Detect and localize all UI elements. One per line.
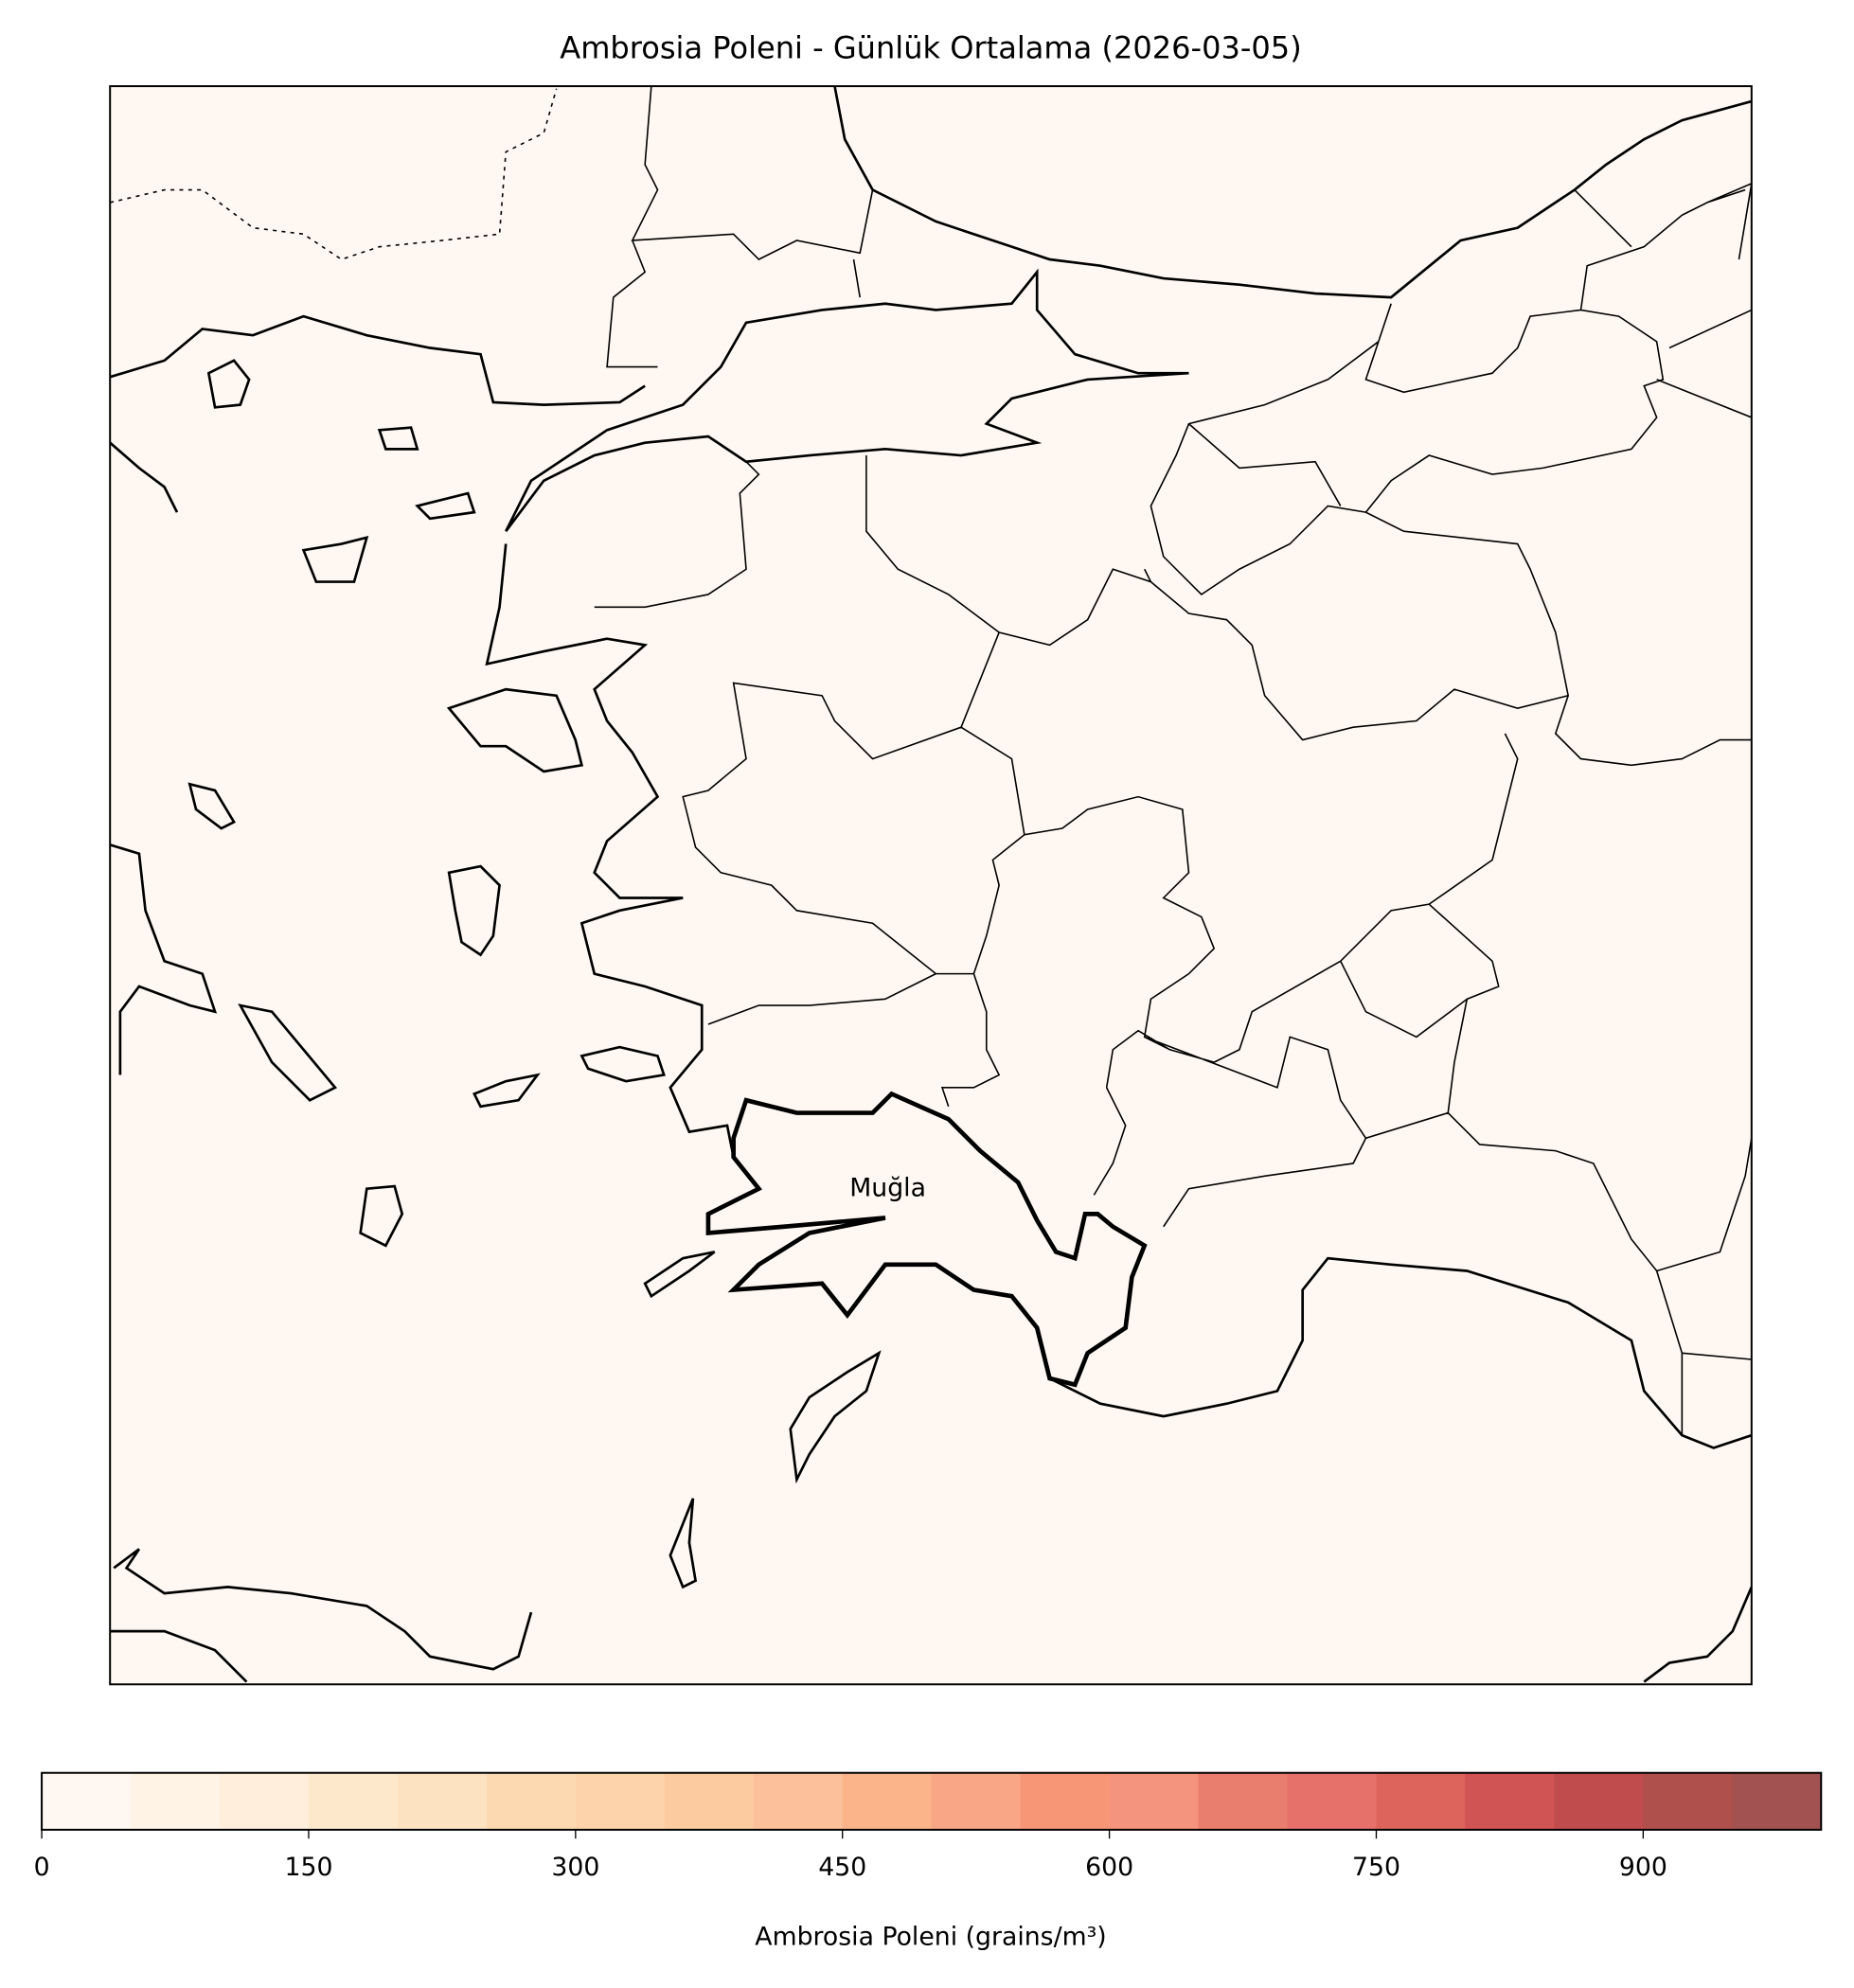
colorbar-bin — [1287, 1772, 1378, 1830]
colorbar-bin — [1109, 1772, 1200, 1830]
island-andros — [238, 1003, 338, 1102]
island-kos — [643, 1251, 716, 1299]
colorbar-bin — [1732, 1772, 1822, 1830]
colorbar-bin — [1643, 1772, 1733, 1830]
coastline-greece-mainland — [110, 843, 218, 1075]
island-naxos — [359, 1184, 404, 1248]
island-crete — [110, 1548, 533, 1683]
colorbar-bin — [397, 1772, 488, 1830]
colorbar-bin — [575, 1772, 666, 1830]
colorbar-bin — [219, 1772, 310, 1830]
map-panel: Muğla — [109, 85, 1753, 1686]
colorbar-bin — [931, 1772, 1022, 1830]
island-imbros — [415, 491, 476, 521]
colorbar-bin — [42, 1772, 132, 1830]
island-rhodes — [789, 1350, 882, 1484]
colorbar-tick-label: 150 — [284, 1853, 332, 1882]
colorbar-tick-label: 300 — [551, 1853, 599, 1882]
colorbar-tick-label: 900 — [1619, 1853, 1667, 1882]
island-samos — [579, 1045, 666, 1083]
colorbar-bin — [131, 1772, 221, 1830]
colorbar-tick-label: 450 — [818, 1853, 866, 1882]
coastline-cyprus — [1643, 1586, 1752, 1683]
colorbar-bin — [1465, 1772, 1556, 1830]
coastline-thrace — [110, 314, 646, 406]
island-lemnos — [301, 535, 369, 583]
coastline-black-sea — [833, 86, 1752, 299]
map-frame — [109, 85, 1753, 1686]
chart-title: Ambrosia Poleni - Günlük Ortalama (2026-… — [560, 30, 1301, 66]
colorbar-tick-label: 600 — [1085, 1853, 1133, 1882]
colorbar-bin — [308, 1772, 399, 1830]
colorbar-tick-label: 750 — [1352, 1853, 1400, 1882]
island-samothrace — [377, 426, 419, 451]
colorbar-tick-label: 0 — [34, 1853, 50, 1882]
island-skyros — [187, 782, 236, 830]
colorbar-bin — [842, 1772, 933, 1830]
region-label-mugla: Muğla — [849, 1174, 926, 1203]
colorbar-bin — [1020, 1772, 1111, 1830]
colorbar-bin — [486, 1772, 577, 1830]
colorbar-bin — [1376, 1772, 1467, 1830]
colorbar-label: Ambrosia Poleni (grains/m³) — [755, 1922, 1106, 1951]
coastline-greece-north — [110, 441, 179, 513]
colorbar-bin — [664, 1772, 755, 1830]
map-background — [110, 86, 1752, 1685]
island-chios — [447, 864, 501, 957]
colorbar-bin — [753, 1772, 844, 1830]
island-lesbos — [446, 687, 584, 773]
province-borders — [594, 86, 1752, 1436]
colorbar: 0 150 300 450 600 750 900 — [34, 1771, 1823, 1882]
coastline-marmara — [505, 268, 1189, 532]
colorbar-bin — [1554, 1772, 1645, 1830]
colorbar-bin — [1198, 1772, 1289, 1830]
highlight-mugla — [705, 1091, 1148, 1388]
colorbar-frame — [41, 1771, 1823, 1831]
island-karpathos — [669, 1498, 698, 1589]
island-ikaria — [472, 1073, 541, 1109]
island-thasos — [206, 359, 251, 409]
